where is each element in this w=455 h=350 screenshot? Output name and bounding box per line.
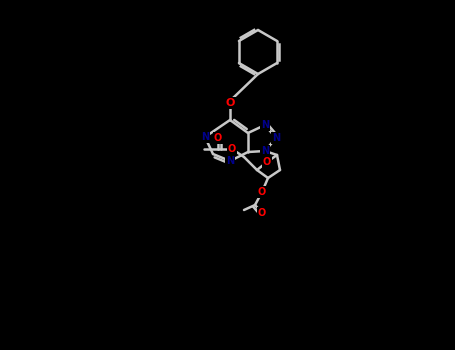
Text: N: N <box>261 120 269 130</box>
Text: O: O <box>225 98 235 108</box>
Text: N: N <box>272 133 280 143</box>
Text: O: O <box>214 133 222 143</box>
Text: O: O <box>263 157 271 167</box>
Text: O: O <box>258 208 266 218</box>
Text: N: N <box>226 156 234 166</box>
Text: N: N <box>201 132 209 142</box>
Text: O: O <box>258 187 266 197</box>
Text: O: O <box>228 144 236 154</box>
Text: N: N <box>261 146 269 156</box>
